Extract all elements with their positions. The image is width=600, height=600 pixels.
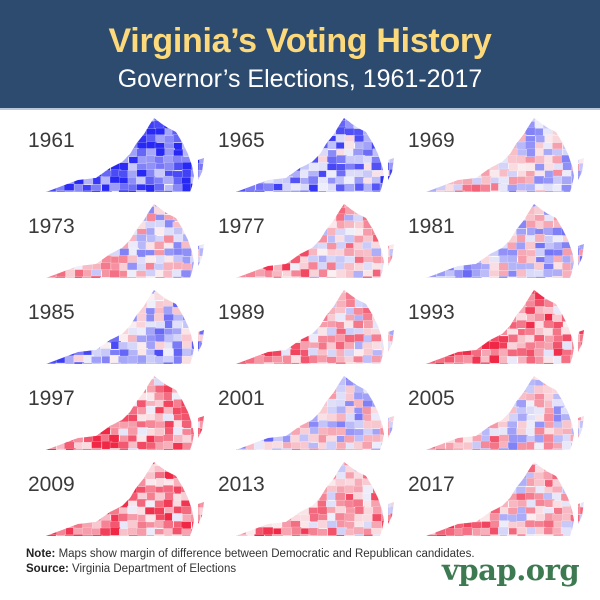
map-year-label: 1977 [218,215,265,238]
virginia-county-map [426,290,584,364]
map-panel-1969: 1969 [398,114,588,200]
map-panel-1961: 1961 [18,114,208,200]
map-year-label: 1993 [408,301,455,324]
page-title: Virginia’s Voting History [108,22,492,60]
header-banner: Virginia’s Voting History Governor’s Ele… [0,0,600,108]
note-line: Note: Maps show margin of difference bet… [26,547,475,562]
page-subtitle: Governor’s Elections, 1961-2017 [117,65,483,93]
map-year-label: 2005 [408,387,455,410]
virginia-county-map [236,204,394,278]
map-year-label: 1973 [28,215,75,238]
map-year-label: 1965 [218,129,265,152]
maps-grid: 1961 1965 1969 1973 1977 [18,114,600,542]
virginia-county-map [46,204,204,278]
map-panel-1985: 1985 [18,286,208,372]
virginia-county-map [46,376,204,450]
virginia-county-map [236,462,394,536]
virginia-county-map [426,204,584,278]
map-panel-1981: 1981 [398,200,588,286]
map-panel-2009: 2009 [18,458,208,544]
virginia-county-map [46,118,204,192]
virginia-county-map [46,290,204,364]
virginia-county-map [236,290,394,364]
source-text: Virginia Department of Elections [68,563,237,575]
map-year-label: 1997 [28,387,75,410]
map-year-label: 2009 [28,473,75,496]
map-year-label: 1961 [28,129,75,152]
virginia-county-map [426,462,584,536]
map-panel-1977: 1977 [208,200,398,286]
note-text: Maps show margin of difference between D… [55,548,475,560]
source-label: Source: [26,563,69,575]
map-panel-2017: 2017 [398,458,588,544]
map-panel-2005: 2005 [398,372,588,458]
map-panel-2013: 2013 [208,458,398,544]
map-year-label: 2013 [218,473,265,496]
virginia-county-map [236,376,394,450]
map-panel-1989: 1989 [208,286,398,372]
footer-note: Note: Maps show margin of difference bet… [26,547,475,577]
virginia-county-map [236,118,394,192]
map-panel-2001: 2001 [208,372,398,458]
source-line: Source: Virginia Department of Elections [26,562,475,577]
vpap-logo[interactable]: vpap.org [442,553,580,587]
map-panel-1965: 1965 [208,114,398,200]
note-label: Note: [26,548,56,560]
virginia-county-map [426,118,584,192]
virginia-county-map [426,376,584,450]
map-year-label: 1989 [218,301,265,324]
header-divider [0,108,600,110]
map-year-label: 1981 [408,215,455,238]
map-panel-1973: 1973 [18,200,208,286]
map-panel-1997: 1997 [18,372,208,458]
virginia-county-map [46,462,204,536]
map-panel-1993: 1993 [398,286,588,372]
map-year-label: 1969 [408,129,455,152]
map-year-label: 2017 [408,473,455,496]
map-year-label: 1985 [28,301,75,324]
map-year-label: 2001 [218,387,265,410]
